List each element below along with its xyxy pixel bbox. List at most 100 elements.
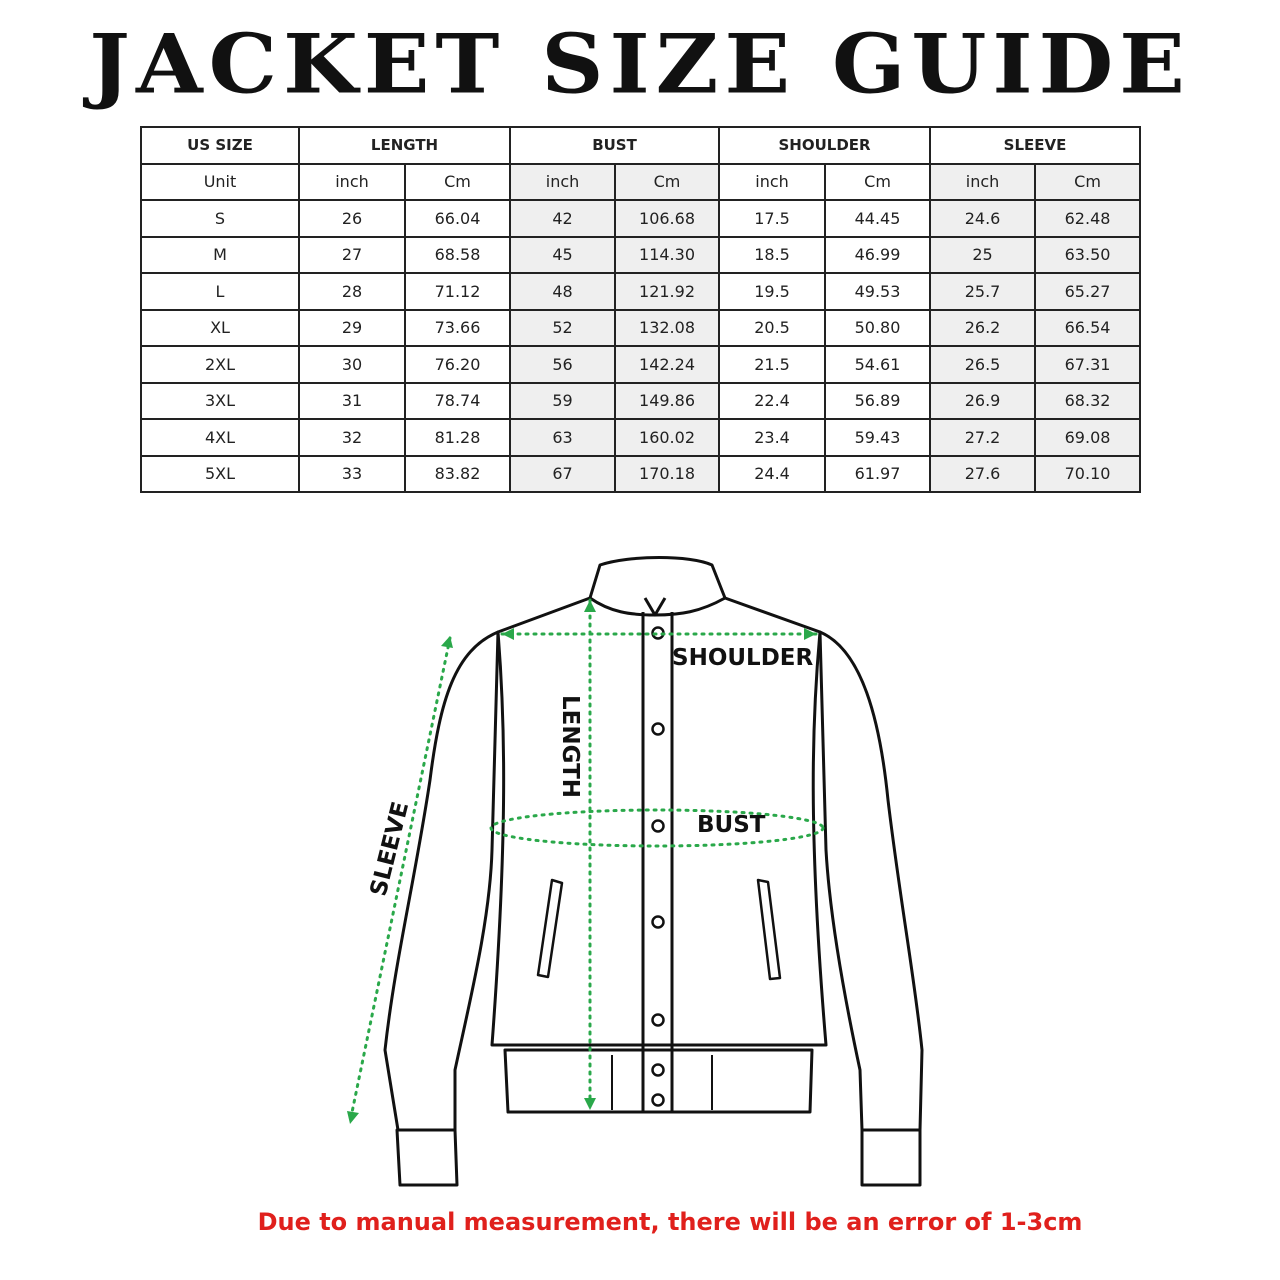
value-cell: 70.10 [1034,454,1142,493]
value-cell: 106.68 [614,199,721,238]
value-cell: 48 [509,272,617,311]
unit-cell: inch [298,162,406,201]
value-cell: 78.74 [403,381,512,420]
value-cell: 65.27 [1034,272,1142,311]
value-cell: 26.9 [929,381,1037,420]
value-cell: 66.54 [1034,308,1142,347]
value-cell: 18.5 [718,235,827,274]
value-cell: 59 [509,381,617,420]
value-cell: 73.66 [403,308,512,347]
unit-cell: Cm [824,162,932,201]
waistband [503,1048,814,1114]
size-cell: 4XL [140,418,300,457]
value-cell: 56 [509,345,617,384]
measurement-disclaimer: Due to manual measurement, there will be… [257,1208,1083,1236]
column-header: SLEEVE [929,126,1142,165]
table-row: 3XL 31 78.74 59 149.86 22.4 56.89 26.9 68.32 [140,381,1142,420]
size-cell: XL [140,308,300,347]
value-cell: 30 [298,345,406,384]
size-cell: 3XL [140,381,300,420]
value-cell: 50.80 [824,308,932,347]
value-cell: 27.6 [929,454,1037,493]
size-table: US SIZE LENGTH BUST SHOULDER SLEEVE Unit inch C… [140,126,1142,493]
bust-measure [489,808,825,848]
table-row: M 27 68.58 45 114.30 18.5 46.99 25 63.50 [140,235,1142,274]
shoulder-label: SHOULDER [672,645,814,671]
column-header: US SIZE [140,126,300,165]
value-cell: 21.5 [718,345,827,384]
sleeve-measure [348,636,452,1124]
value-cell: 160.02 [614,418,721,457]
value-cell: 170.18 [614,454,721,493]
value-cell: 54.61 [824,345,932,384]
header-row: US SIZE LENGTH BUST SHOULDER SLEEVE [140,126,1142,165]
table-row: 5XL 33 83.82 67 170.18 24.4 61.97 27.6 70.10 [140,454,1142,493]
value-cell: 24.4 [718,454,827,493]
value-cell: 63 [509,418,617,457]
value-cell: 32 [298,418,406,457]
size-cell: L [140,272,300,311]
value-cell: 67 [509,454,617,493]
unit-cell: inch [509,162,617,201]
value-cell: 46.99 [824,235,932,274]
unit-cell: Cm [403,162,512,201]
value-cell: 81.28 [403,418,512,457]
value-cell: 26.2 [929,308,1037,347]
size-cell: S [140,199,300,238]
value-cell: 25 [929,235,1037,274]
value-cell: 45 [509,235,617,274]
value-cell: 49.53 [824,272,932,311]
value-cell: 27.2 [929,418,1037,457]
table-row: XL 29 73.66 52 132.08 20.5 50.80 26.2 66.54 [140,308,1142,347]
value-cell: 52 [509,308,617,347]
value-cell: 24.6 [929,199,1037,238]
table-row: S 26 66.04 42 106.68 17.5 44.45 24.6 62.48 [140,199,1142,238]
value-cell: 17.5 [718,199,827,238]
value-cell: 28 [298,272,406,311]
unit-cell: inch [929,162,1037,201]
value-cell: 42 [509,199,617,238]
table-row: 4XL 32 81.28 63 160.02 23.4 59.43 27.2 69.08 [140,418,1142,457]
right-sleeve [818,630,924,1132]
value-cell: 149.86 [614,381,721,420]
column-header: LENGTH [297,126,512,165]
size-cell: M [140,235,300,274]
value-cell: 44.45 [824,199,932,238]
value-cell: 66.04 [403,199,512,238]
unit-cell: inch [718,162,827,201]
value-cell: 68.58 [403,235,512,274]
value-cell: 26 [298,199,406,238]
value-cell: 56.89 [824,381,932,420]
unit-cell: Unit [140,162,300,201]
column-header: SHOULDER [718,126,932,165]
value-cell: 71.12 [403,272,512,311]
unit-row: Unit inch Cm inch Cm inch Cm inch Cm [140,162,1142,201]
unit-cell: Cm [614,162,721,201]
value-cell: 19.5 [718,272,827,311]
value-cell: 25.7 [929,272,1037,311]
value-cell: 142.24 [614,345,721,384]
value-cell: 23.4 [718,418,827,457]
value-cell: 76.20 [403,345,512,384]
value-cell: 59.43 [824,418,932,457]
size-cell: 2XL [140,345,300,384]
length-label: LENGTH [557,695,583,799]
value-cell: 62.48 [1034,199,1142,238]
size-cell: 5XL [140,454,300,493]
left-sleeve [383,630,500,1132]
value-cell: 121.92 [614,272,721,311]
page-title: JACKET SIZE GUIDE [89,16,1191,113]
value-cell: 67.31 [1034,345,1142,384]
value-cell: 61.97 [824,454,932,493]
bust-label: BUST [697,812,766,838]
value-cell: 27 [298,235,406,274]
column-header: BUST [509,126,721,165]
value-cell: 20.5 [718,308,827,347]
value-cell: 83.82 [403,454,512,493]
value-cell: 26.5 [929,345,1037,384]
value-cell: 69.08 [1034,418,1142,457]
value-cell: 114.30 [614,235,721,274]
table-row: 2XL 30 76.20 56 142.24 21.5 54.61 26.5 67.31 [140,345,1142,384]
table-row: L 28 71.12 48 121.92 19.5 49.53 25.7 65.27 [140,272,1142,311]
